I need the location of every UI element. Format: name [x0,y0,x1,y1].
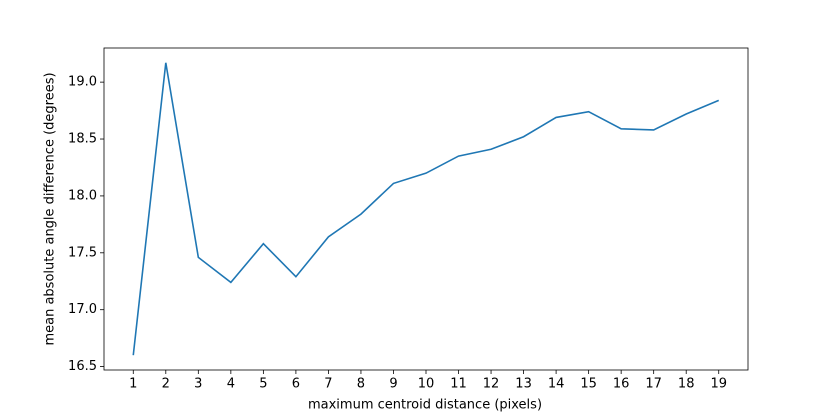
x-tick-label: 16 [613,377,630,392]
x-tick-label: 12 [483,377,500,392]
x-tick-label: 13 [515,377,532,392]
x-tick-label: 17 [645,377,662,392]
x-tick-label: 5 [259,377,267,392]
y-axis-label: mean absolute angle difference (degrees) [43,72,58,345]
x-tick-label: 4 [227,377,235,392]
x-tick-label: 14 [548,377,565,392]
x-tick-label: 6 [292,377,300,392]
x-axis-label: maximum centroid distance (pixels) [308,398,542,413]
data-line [132,62,720,356]
x-tick-label: 11 [450,377,467,392]
y-tick-label: 18.5 [68,132,97,147]
x-tick-label: 9 [389,377,397,392]
x-tick-label: 15 [580,377,597,392]
x-tick-label: 10 [418,377,435,392]
x-tick-label: 18 [678,377,695,392]
x-tick-label: 3 [194,377,202,392]
x-tick-label: 7 [324,377,332,392]
x-tick-label: 8 [357,377,365,392]
y-tick-label: 18.0 [68,188,97,203]
x-tick-label: 1 [129,377,137,392]
y-tick-label: 19.0 [68,75,97,90]
y-tick-label: 17.5 [68,245,97,260]
plot-frame [103,47,749,371]
x-tick-label: 19 [710,377,727,392]
y-tick-label: 17.0 [68,302,97,317]
y-tick-label: 16.5 [68,359,97,374]
x-tick-label: 2 [162,377,170,392]
